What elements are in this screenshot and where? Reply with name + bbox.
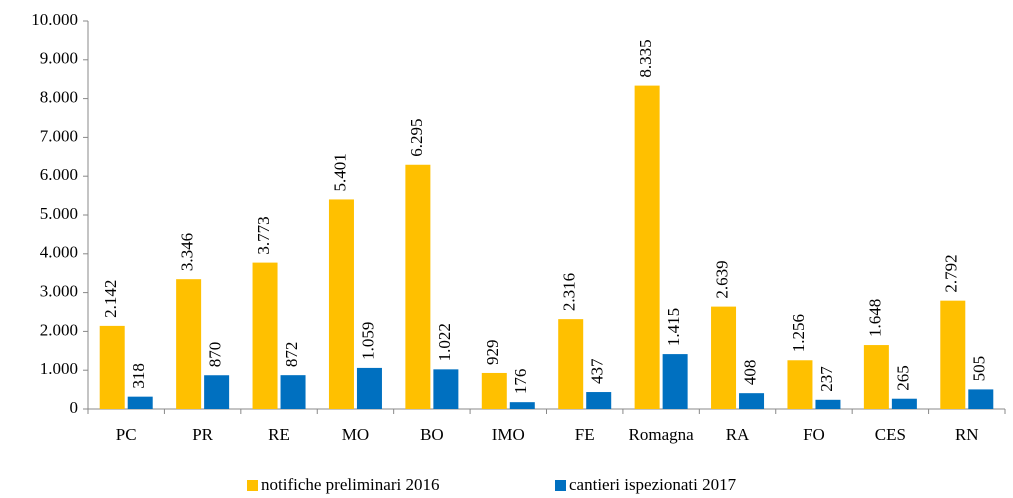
value-label: 2.142 (101, 280, 120, 318)
y-tick-label: 4.000 (40, 243, 78, 262)
bar (739, 393, 765, 409)
bar (815, 399, 841, 409)
x-tick-label: PC (116, 425, 137, 444)
y-tick-label: 9.000 (40, 49, 78, 68)
bar (509, 402, 535, 409)
y-tick-label: 7.000 (40, 126, 78, 145)
bar (176, 279, 202, 409)
bar (127, 396, 153, 409)
value-label: 237 (817, 366, 836, 392)
value-label: 1.415 (664, 308, 683, 346)
bar (405, 164, 431, 409)
bar (433, 369, 459, 409)
value-label: 5.401 (330, 153, 349, 191)
value-label: 2.316 (560, 273, 579, 311)
value-label: 176 (511, 369, 530, 395)
value-label: 3.346 (178, 233, 197, 271)
value-label: 870 (206, 342, 225, 368)
bar (204, 375, 230, 409)
value-label: 2.792 (942, 254, 961, 292)
y-tick-label: 8.000 (40, 88, 78, 107)
x-tick-label: IMO (492, 425, 525, 444)
x-tick-label: BO (420, 425, 444, 444)
legend-label: cantieri ispezionati 2017 (569, 475, 737, 494)
bar (481, 372, 507, 409)
bar (558, 319, 584, 409)
value-label: 408 (740, 360, 759, 386)
legend-label: notifiche preliminari 2016 (261, 475, 439, 494)
x-tick-label: PR (192, 425, 213, 444)
value-label: 1.059 (358, 322, 377, 360)
x-tick-label: FO (803, 425, 825, 444)
value-label: 505 (970, 356, 989, 382)
x-tick-label: RA (726, 425, 750, 444)
value-label: 1.648 (865, 299, 884, 337)
value-label: 265 (893, 365, 912, 391)
value-label: 318 (129, 363, 148, 389)
bar (280, 375, 306, 409)
value-label: 872 (282, 342, 301, 368)
value-label: 3.773 (254, 216, 273, 254)
bar (940, 300, 966, 409)
x-tick-label: MO (342, 425, 369, 444)
value-label: 6.295 (407, 119, 426, 157)
x-tick-label: FE (575, 425, 595, 444)
y-tick-label: 3.000 (40, 282, 78, 301)
y-tick-label: 6.000 (40, 165, 78, 184)
value-label: 929 (483, 339, 502, 364)
x-tick-label: Romagna (629, 425, 695, 444)
bar (891, 398, 917, 409)
x-tick-label: RE (268, 425, 290, 444)
bar (968, 389, 994, 409)
y-tick-label: 5.000 (40, 204, 78, 223)
bar (863, 345, 889, 409)
bar (99, 325, 125, 409)
y-tick-label: 0 (70, 398, 79, 417)
x-tick-label: CES (875, 425, 906, 444)
bar (252, 262, 278, 409)
value-label: 2.639 (712, 260, 731, 298)
bar (634, 85, 660, 410)
legend-swatch (247, 480, 258, 491)
value-label: 437 (588, 358, 607, 384)
value-label: 1.256 (789, 314, 808, 352)
y-tick-label: 10.000 (31, 10, 78, 29)
bar (787, 360, 813, 409)
x-tick-label: RN (955, 425, 979, 444)
bar (586, 392, 612, 409)
legend-swatch (555, 480, 566, 491)
bar (356, 367, 382, 409)
y-tick-label: 2.000 (40, 320, 78, 339)
y-tick-label: 1.000 (40, 359, 78, 378)
value-label: 1.022 (435, 323, 454, 361)
bar (662, 354, 688, 409)
value-label: 8.335 (636, 39, 655, 77)
bar (328, 199, 354, 409)
bar (711, 306, 737, 409)
